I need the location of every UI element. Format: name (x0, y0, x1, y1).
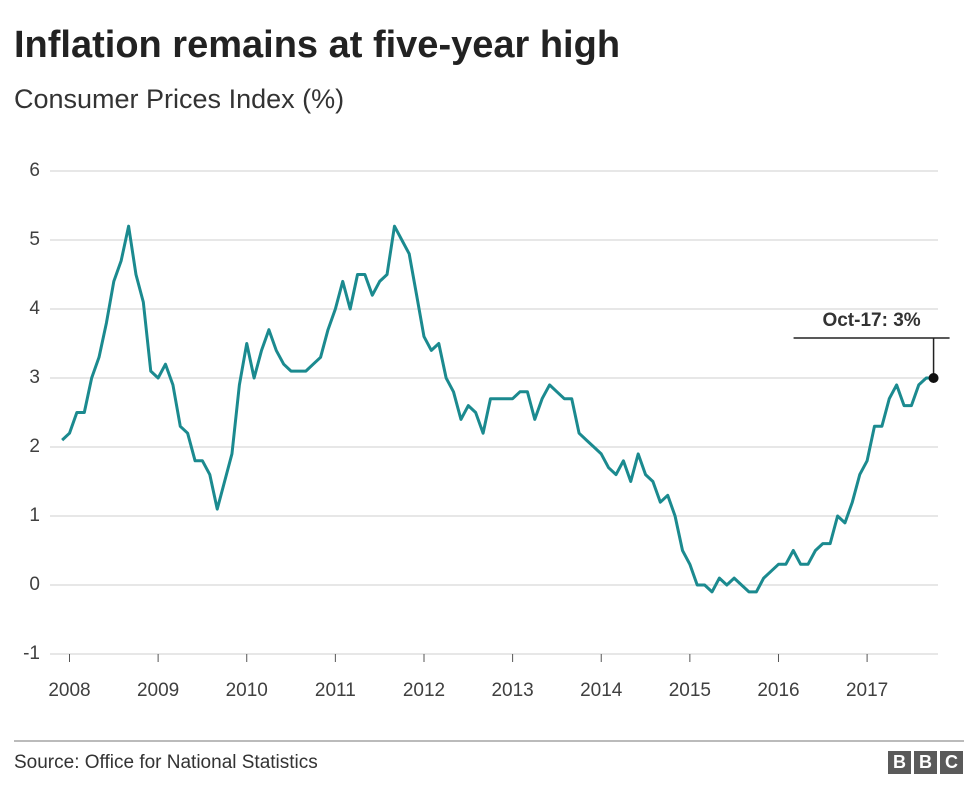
x-tick-label: 2014 (580, 680, 623, 701)
series-line (61, 224, 934, 594)
x-tick-label: 2012 (403, 680, 445, 701)
y-tick-label: 0 (29, 574, 40, 595)
y-tick-label: -1 (23, 643, 40, 664)
annotation: Oct-17: 3% (822, 310, 920, 331)
chart-title: Inflation remains at five-year high (14, 24, 620, 66)
y-tick-label: 1 (29, 505, 40, 526)
x-tick-label: 2015 (669, 680, 711, 701)
chart-subtitle: Consumer Prices Index (%) (14, 84, 344, 114)
y-tick-label: 2 (29, 436, 40, 457)
logo-letter: C (945, 752, 958, 772)
y-tick-label: 4 (29, 298, 40, 319)
y-tick-label: 6 (29, 160, 40, 181)
logo-box (888, 751, 911, 774)
logo-box (914, 751, 937, 774)
x-tick-label: 2013 (491, 680, 533, 701)
x-tick-label: 2010 (226, 680, 268, 701)
x-tick-label: 2009 (137, 680, 179, 701)
x-tick-label: 2011 (315, 680, 356, 701)
x-tick-label: 2016 (757, 680, 799, 701)
x-tick-label: 2017 (846, 680, 888, 701)
x-tick-label: 2008 (48, 680, 90, 701)
y-tick-label: 3 (29, 367, 40, 388)
y-tick-label: 5 (29, 229, 40, 250)
source: Source: Office for National Statistics (14, 752, 318, 773)
logo-box (940, 751, 963, 774)
annotation-dot (928, 373, 939, 383)
logo-letter: B (893, 752, 906, 772)
logo-letter: B (919, 752, 932, 772)
